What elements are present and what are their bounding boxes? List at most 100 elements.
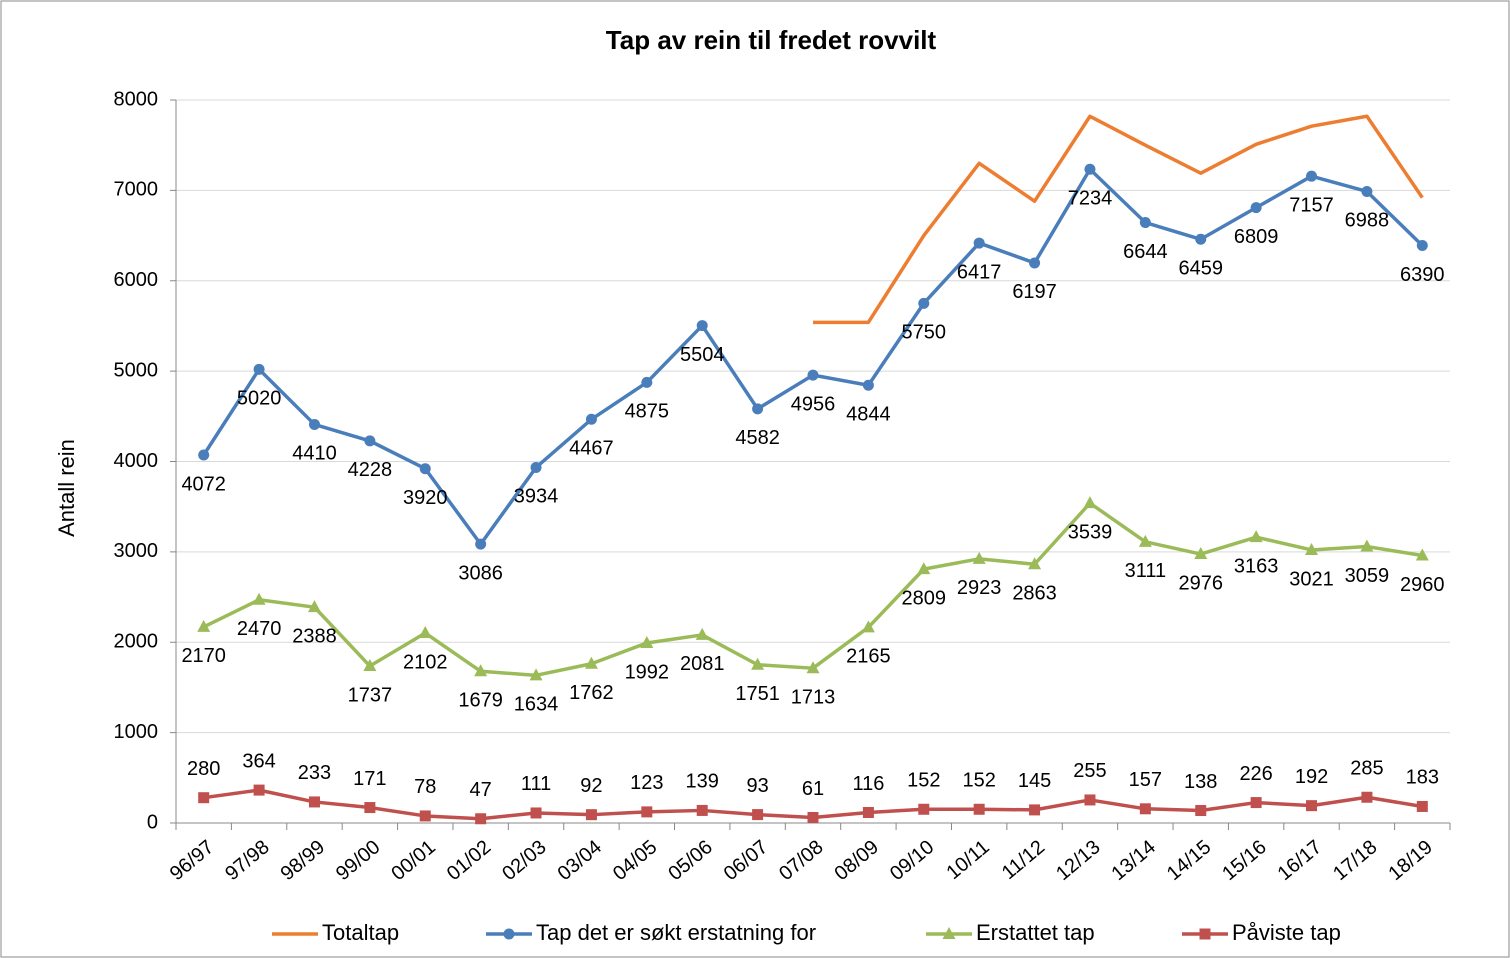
data-label: 364 [242,750,275,772]
data-label: 1713 [791,686,836,708]
y-tick-label: 1000 [114,721,159,743]
data-label: 2863 [1012,583,1057,605]
point [585,413,597,425]
point [1195,233,1207,245]
data-label: 1679 [458,690,503,712]
point [861,620,875,633]
data-label: 123 [630,772,663,794]
data-label: 7234 [1068,188,1113,210]
data-label: 6417 [957,261,1002,283]
y-tick-label: 0 [147,811,158,833]
point [529,668,543,681]
point [503,928,515,940]
point [530,807,542,819]
data-label: 6988 [1345,210,1390,232]
point [1416,240,1428,252]
point [419,810,431,822]
point [1415,548,1429,561]
point [418,626,432,639]
data-label: 4228 [348,459,393,481]
series-line [813,114,1424,325]
point [474,664,488,677]
point [1139,217,1151,229]
data-label: 3920 [403,487,448,509]
point [475,813,487,825]
legend-label: Tap det er søkt erstatning for [536,920,816,945]
point [973,803,985,815]
data-label: 2388 [292,625,337,647]
data-label: 3934 [514,486,559,508]
point [1306,800,1318,812]
data-label: 145 [1018,770,1051,792]
point [475,538,487,550]
data-label: 5750 [902,322,947,344]
data-label: 4467 [569,438,614,460]
data-label: 47 [470,779,492,801]
data-label: 3021 [1289,568,1334,590]
point [307,600,321,613]
y-tick-label: 3000 [114,540,159,562]
point [1029,804,1041,816]
point [696,804,708,816]
point [308,796,320,808]
data-label: 116 [852,773,884,795]
point [1305,542,1319,555]
point [1250,202,1262,214]
data-label: 6197 [1012,281,1057,303]
data-label: 2470 [237,618,282,640]
point [751,657,765,670]
y-axis-label: Antall rein [54,439,79,537]
data-label: 152 [962,770,995,792]
point [1249,530,1263,543]
point [1306,170,1318,182]
point [1199,928,1211,940]
data-label: 92 [580,775,602,797]
data-label: 2960 [1400,574,1445,596]
chart-title: Tap av rein til fredet rovvilt [606,25,937,55]
point [942,927,956,939]
point [1139,803,1151,815]
point [585,809,597,821]
point [972,551,986,564]
point [584,656,598,669]
data-label: 138 [1184,771,1217,793]
point [1361,791,1373,803]
data-label: 2165 [846,646,891,668]
data-label: 4875 [625,401,670,423]
point [252,592,266,605]
data-label: 285 [1350,758,1383,780]
point [253,363,265,375]
data-label: 255 [1073,760,1106,782]
point [862,807,874,819]
data-label: 233 [298,762,331,784]
point [1029,257,1041,269]
data-label: 1751 [735,683,780,705]
point [807,369,819,381]
point [752,403,764,415]
data-label: 78 [414,776,436,798]
data-label: 6459 [1178,258,1223,280]
point [1360,539,1374,552]
y-tick-label: 7000 [114,179,159,201]
data-label: 5504 [680,344,725,366]
point [1416,800,1428,812]
legend-label: Erstattet tap [976,920,1095,945]
data-label: 61 [802,778,824,800]
point [1084,794,1096,806]
data-label: 2976 [1178,572,1223,594]
data-label: 5020 [237,388,282,410]
data-label: 1992 [625,661,670,683]
point [973,237,985,249]
data-label: 171 [353,768,386,790]
data-label: 3086 [458,562,503,584]
point [1083,496,1097,509]
y-tick-label: 6000 [114,269,159,291]
y-tick-label: 2000 [114,631,159,653]
point [918,297,930,309]
data-label: 2102 [403,651,448,673]
data-label: 4844 [846,404,891,426]
data-label: 6390 [1400,264,1445,286]
y-tick-label: 8000 [114,88,159,110]
point [198,792,210,804]
